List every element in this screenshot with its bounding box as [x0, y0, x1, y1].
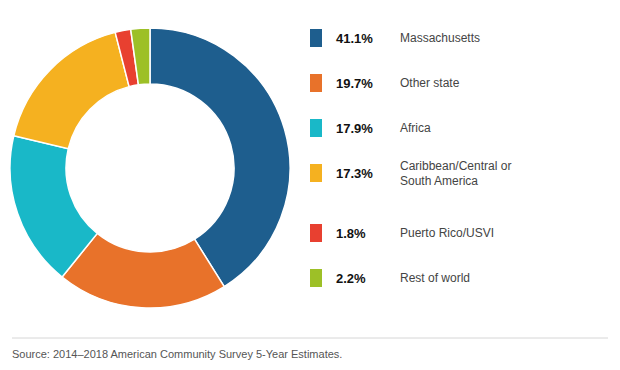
legend-item: 17.3% Caribbean/Central orSouth America [310, 159, 511, 188]
legend: 41.1% Massachusetts 19.7% Other state 17.9% A… [310, 29, 511, 287]
source: Source: 2014–2018 American Community Sur… [12, 348, 342, 360]
slice [10, 136, 97, 277]
legend-value: 41.1% [336, 31, 373, 46]
chart: 41.1% Massachusetts 19.7% Other state 17.9% A… [0, 0, 620, 370]
legend-label: Africa [400, 121, 431, 135]
slice [150, 28, 290, 287]
legend-value: 1.8% [336, 226, 366, 241]
legend-value: 17.9% [336, 121, 373, 136]
legend-swatch [310, 269, 322, 287]
separator [12, 338, 608, 339]
legend-label: Puerto Rico/USVI [400, 226, 494, 240]
legend-item: 2.2% Rest of world [310, 269, 470, 287]
legend-swatch [310, 224, 322, 242]
legend-value: 2.2% [336, 271, 366, 286]
legend-swatch [310, 29, 322, 47]
legend-item: 19.7% Other state [310, 74, 460, 92]
legend-item: 17.9% Africa [310, 119, 431, 137]
legend-item: 41.1% Massachusetts [310, 29, 480, 47]
legend-swatch [310, 119, 322, 137]
legend-swatch [310, 164, 322, 182]
legend-label: Massachusetts [400, 31, 480, 45]
legend-value: 17.3% [336, 166, 373, 181]
donut [10, 28, 290, 308]
legend-swatch [310, 74, 322, 92]
legend-label: Other state [400, 76, 460, 90]
legend-label: Rest of world [400, 271, 470, 285]
slice [14, 32, 129, 148]
legend-item: 1.8% Puerto Rico/USVI [310, 224, 494, 242]
slice [131, 28, 150, 85]
legend-label: Caribbean/Central orSouth America [400, 159, 511, 188]
legend-value: 19.7% [336, 76, 373, 91]
